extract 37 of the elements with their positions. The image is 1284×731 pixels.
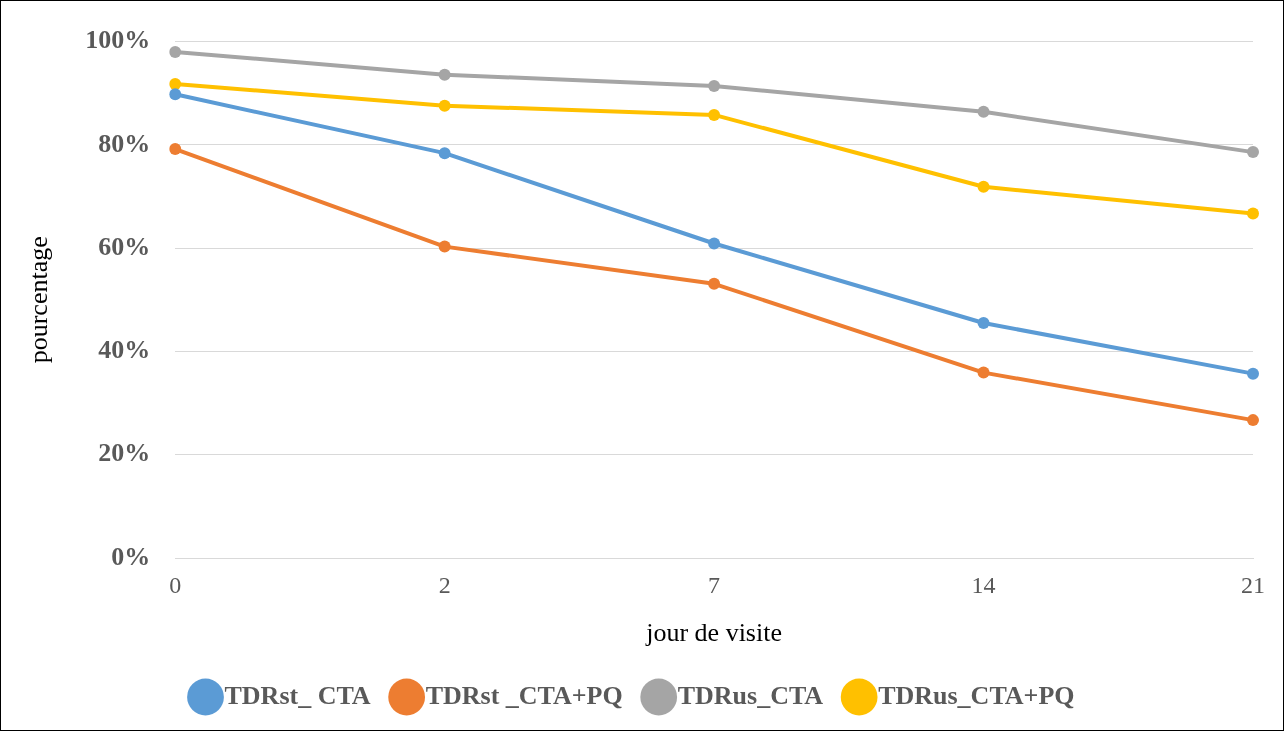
point — [438, 99, 451, 112]
point — [977, 366, 990, 379]
point — [169, 45, 182, 58]
legend-label: TDRst _CTA+PQ — [425, 680, 623, 710]
point — [438, 240, 451, 253]
point — [169, 88, 182, 101]
point — [438, 68, 451, 81]
point — [977, 317, 990, 330]
x-tick-label: 7 — [708, 571, 721, 598]
point — [169, 77, 182, 90]
point — [438, 147, 451, 160]
point — [1247, 414, 1259, 427]
y-tick-label: 0% — [111, 541, 151, 571]
y-tick-label: 40% — [98, 335, 151, 365]
x-tick-label: 0 — [169, 571, 182, 598]
y-tick-label: 60% — [98, 231, 151, 261]
point — [708, 108, 721, 121]
point — [169, 143, 182, 156]
legend-label: TDRst_ CTA — [224, 680, 371, 710]
x-tick-label: 2 — [438, 571, 451, 598]
point — [1247, 207, 1259, 220]
x-tick-label: 21 — [1241, 571, 1265, 598]
point — [1247, 146, 1259, 159]
x-tick-label: 14 — [971, 571, 996, 598]
point — [977, 180, 990, 193]
legend-label: TDRus_CTA+PQ — [878, 680, 1075, 710]
legend-label: TDRus_CTA — [677, 680, 824, 710]
y-tick-label: 80% — [98, 128, 151, 158]
y-tick-label: 20% — [98, 438, 151, 468]
point — [708, 237, 721, 250]
point — [708, 80, 721, 93]
y-axis-title: pourcentage — [24, 236, 54, 364]
x-axis-title: jour de visite — [645, 618, 782, 648]
point — [708, 277, 721, 290]
point — [977, 105, 990, 118]
point — [1247, 367, 1259, 380]
y-tick-label: 100% — [85, 25, 151, 55]
